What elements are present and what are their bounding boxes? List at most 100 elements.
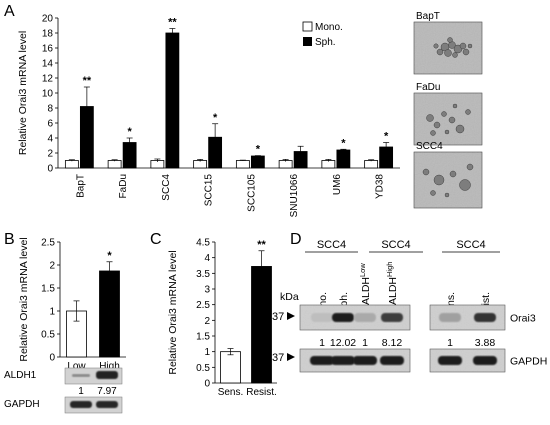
panel-b-chart: 0 0.5 1 1.5 2 2.5 Relative Orai3 mRNA level Low…: [18, 237, 126, 372]
sphere-colony: [448, 116, 456, 124]
sphere-colony: [430, 190, 436, 196]
lane-label-base: ALDH: [360, 277, 372, 305]
y-tick-label: 1.5: [196, 332, 210, 343]
blot-band: [72, 374, 90, 377]
y-tick-label: 3: [204, 285, 210, 296]
blot-quant: 1: [447, 337, 453, 349]
y-tick-label: 2: [49, 261, 55, 272]
y-tick-label: 0.5: [196, 363, 210, 374]
sphere-colony: [433, 43, 439, 49]
lane-label: ALDHHigh: [385, 262, 399, 305]
sphere-colony: [441, 111, 447, 117]
y-tick-label: 2: [47, 149, 53, 160]
y-tick-label: 20: [42, 14, 54, 25]
y-tick-label: 4: [47, 134, 53, 145]
sphere-colony: [433, 174, 445, 186]
y-tick-label: 0: [49, 353, 55, 364]
lane-label: ALDHLow: [358, 263, 372, 305]
sphere-colony: [452, 103, 458, 109]
blot-band: [438, 356, 462, 365]
legend-label-mono: Mono.: [315, 22, 343, 33]
x-tick-label: Resist.: [246, 387, 277, 398]
lane-label-base: ALDH: [387, 277, 399, 305]
panel-a-chart: 0 2 4 6 8 10 12 14 16 18 20 Relative Orai3 mRNA lev…: [17, 14, 400, 218]
y-tick-label: 4: [204, 253, 210, 264]
marker-label: 37: [272, 311, 284, 323]
y-tick-label: 1: [49, 307, 55, 318]
y-tick-label: 18: [42, 29, 54, 40]
panel-label-d: D: [290, 231, 302, 248]
blot-quant: 12.02: [330, 337, 356, 349]
significance-marker: *: [107, 250, 112, 262]
y-tick-label: 8: [47, 104, 53, 115]
micrograph-label: SCC4: [416, 141, 443, 152]
significance-marker: *: [256, 144, 261, 156]
panel-label-b: B: [4, 231, 15, 248]
x-tick-label: SCC15: [204, 174, 215, 207]
marker-label: 37: [272, 352, 284, 364]
x-tick-label: SNU1066: [289, 174, 300, 218]
sphere-colony: [447, 37, 453, 43]
blot-band: [474, 313, 496, 322]
blot-quant: 7.97: [97, 386, 117, 397]
sphere-colony: [452, 52, 458, 58]
blot-texture: [430, 349, 505, 372]
y-tick-label: 16: [42, 44, 54, 55]
blot-band: [380, 356, 404, 365]
panel-a-legend: Mono. Sph.: [302, 21, 343, 48]
bar-sph: [165, 32, 180, 169]
y-tick-label: 14: [42, 59, 54, 70]
y-axis-title: Relative Orai3 mRNA level: [18, 237, 30, 361]
sphere-colony: [466, 163, 474, 171]
legend-label-sph: Sph.: [315, 37, 336, 48]
blot-quant: 1: [362, 337, 368, 349]
y-tick-label: 2.5: [41, 238, 55, 249]
bar-sens: [220, 351, 241, 384]
micrograph-label: FaDu: [416, 82, 440, 93]
x-tick-label: SCC4: [161, 174, 172, 201]
x-tick-label: YD38: [375, 174, 386, 199]
blot-band: [96, 401, 118, 408]
lane-label-sup: High: [385, 262, 394, 277]
y-tick-label: 10: [42, 89, 54, 100]
blot-band: [331, 356, 355, 365]
blot-row-label: GAPDH: [4, 399, 40, 410]
y-tick-label: 4.5: [196, 238, 210, 249]
panel-label-a: A: [4, 3, 15, 20]
y-axis-title: Relative Orai3 mRNA level: [17, 31, 29, 155]
y-tick-label: 0: [47, 164, 53, 175]
sphere-colony: [455, 124, 465, 134]
sphere-colony: [444, 49, 452, 57]
legend-swatch-sph: [303, 37, 312, 46]
sphere-colony: [433, 121, 441, 129]
x-tick-label: Sens.: [218, 387, 244, 398]
y-tick-label: 0: [204, 379, 210, 390]
x-tick-label: SCC105: [246, 174, 257, 212]
sphere-colony: [459, 179, 471, 191]
sphere-colony: [462, 48, 470, 56]
kda-label: kDa: [280, 291, 299, 303]
sphere-colony: [436, 48, 444, 56]
y-tick-label: 2.5: [196, 300, 210, 311]
significance-marker: **: [168, 17, 177, 29]
sphere-colony: [465, 109, 471, 115]
blot-row-label: ALDH1: [4, 370, 37, 381]
group-header: SCC4: [456, 239, 485, 251]
significance-marker: *: [213, 112, 218, 124]
bar-mono: [235, 160, 250, 169]
blot-band: [311, 313, 333, 322]
blot-quant: 8.12: [382, 337, 403, 349]
bar-sph: [336, 149, 351, 169]
blot-band: [332, 313, 354, 322]
y-tick-label: 1: [204, 347, 210, 358]
sphere-colony: [422, 168, 430, 176]
x-tick-label: FaDu: [118, 174, 129, 198]
legend-swatch-mono: [302, 21, 313, 32]
sphere-colony: [467, 43, 473, 49]
blot-band: [439, 313, 461, 322]
blot-band: [353, 356, 377, 365]
significance-marker: *: [384, 131, 389, 143]
bar-high: [99, 270, 120, 358]
panel-d-western-blot: SCC4SCC4SCC4Mono.Sph.Sens.Resist.ALDHLow…: [272, 239, 547, 373]
y-tick-label: 12: [42, 74, 54, 85]
